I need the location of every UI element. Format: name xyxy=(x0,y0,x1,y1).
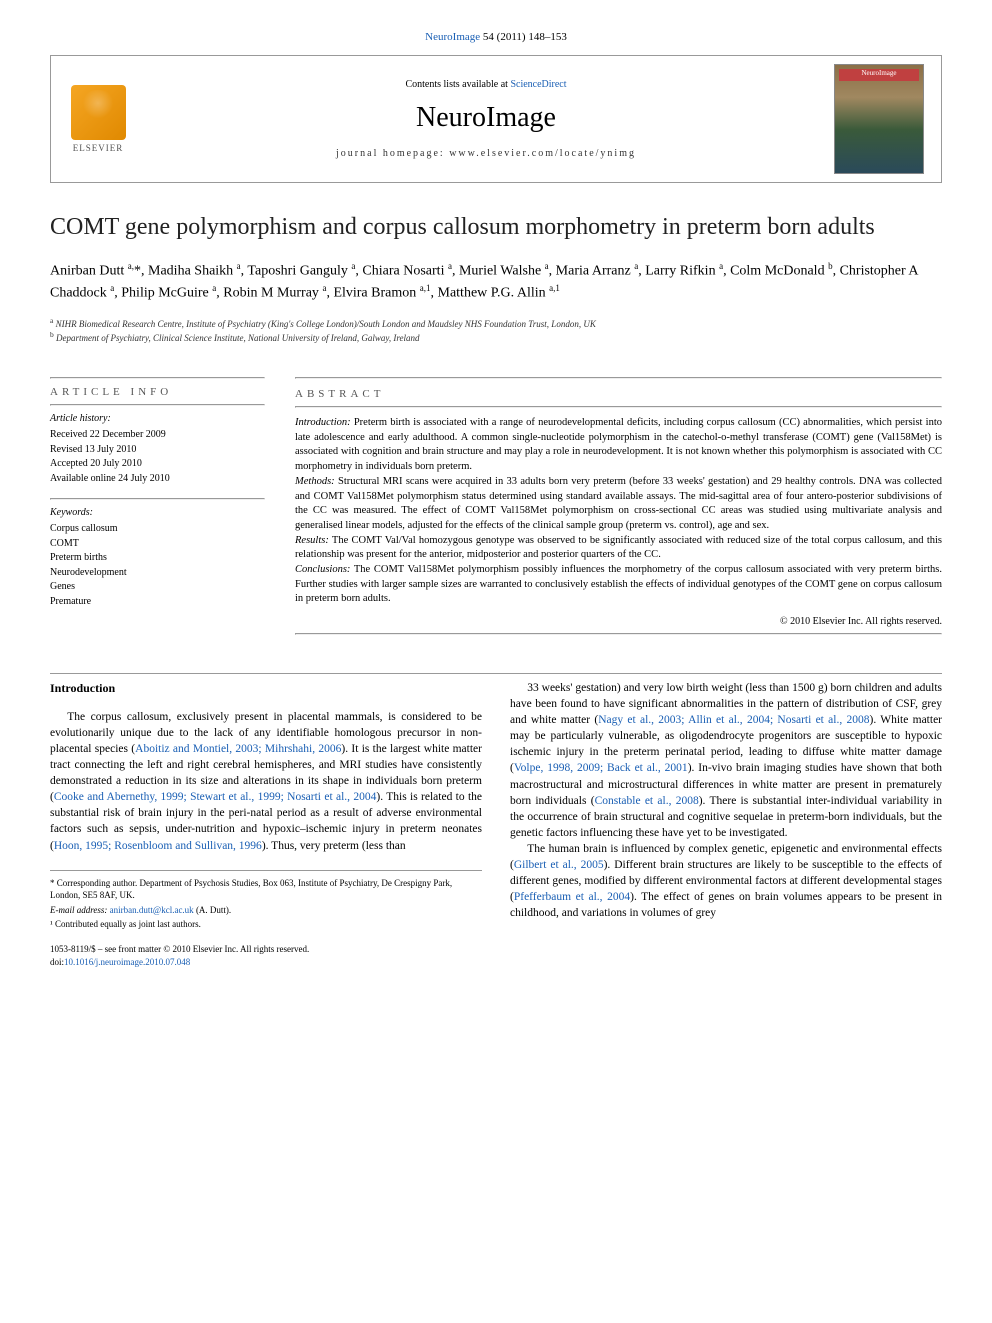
section-divider xyxy=(50,673,942,674)
abstract-body: Introduction: Preterm birth is associate… xyxy=(295,416,942,607)
email-line: E-mail address: anirban.dutt@kcl.ac.uk (… xyxy=(50,904,482,917)
keyword-line: Genes xyxy=(50,580,265,595)
email-label: E-mail address: xyxy=(50,905,107,915)
elsevier-logo[interactable]: ELSEVIER xyxy=(63,82,133,157)
cover-thumbnail-area: NeuroImage xyxy=(834,64,929,174)
abstract-column: ABSTRACT Introduction: Preterm birth is … xyxy=(295,373,942,643)
sciencedirect-link[interactable]: ScienceDirect xyxy=(510,79,566,90)
journal-ref-citation: 54 (2011) 148–153 xyxy=(483,31,567,43)
abstract-section: Conclusions: The COMT Val158Met polymorp… xyxy=(295,564,942,604)
citation-link[interactable]: Pfefferbaum et al., 2004 xyxy=(514,891,630,903)
keywords-block: Keywords: Corpus callosumCOMTPreterm bir… xyxy=(50,506,265,609)
abstract-heading: ABSTRACT xyxy=(295,387,942,402)
affiliation-line: a NIHR Biomedical Research Centre, Insti… xyxy=(50,316,942,331)
p1-text4: ). Thus, very preterm (less than xyxy=(262,840,406,852)
journal-homepage: journal homepage: www.elsevier.com/locat… xyxy=(138,147,834,161)
article-body: Introduction The corpus callosum, exclus… xyxy=(50,680,942,968)
footer-meta: 1053-8119/$ – see front matter © 2010 El… xyxy=(50,943,482,968)
joint-last-authors-note: ¹ Contributed equally as joint last auth… xyxy=(50,918,482,931)
info-abstract-row: ARTICLE INFO Article history: Received 2… xyxy=(50,363,942,643)
author-list: Anirban Dutt a,*, Madiha Shaikh a, Tapos… xyxy=(50,260,942,303)
keyword-line: Premature xyxy=(50,595,265,610)
elsevier-tree-icon xyxy=(71,85,126,140)
keywords-label: Keywords: xyxy=(50,506,265,520)
citation-link[interactable]: Gilbert et al., 2005 xyxy=(514,859,604,871)
doi-line: doi:10.1016/j.neuroimage.2010.07.048 xyxy=(50,956,482,969)
article-info-heading: ARTICLE INFO xyxy=(50,385,265,400)
abstract-copyright: © 2010 Elsevier Inc. All rights reserved… xyxy=(295,615,942,629)
doi-link[interactable]: 10.1016/j.neuroimage.2010.07.048 xyxy=(64,957,190,967)
email-suffix: (A. Dutt). xyxy=(196,905,231,915)
intro-paragraph-3: The human brain is influenced by complex… xyxy=(510,841,942,921)
journal-reference: NeuroImage 54 (2011) 148–153 xyxy=(50,30,942,45)
abstract-section: Introduction: Preterm birth is associate… xyxy=(295,417,942,472)
citation-link[interactable]: Constable et al., 2008 xyxy=(595,795,699,807)
citation-link[interactable]: Cooke and Abernethy, 1999; Stewart et al… xyxy=(54,791,377,803)
abstract-section: Methods: Structural MRI scans were acqui… xyxy=(295,476,942,531)
keyword-line: Preterm births xyxy=(50,551,265,566)
affiliation-line: b Department of Psychiatry, Clinical Sci… xyxy=(50,330,942,345)
citation-link[interactable]: Nagy et al., 2003; Allin et al., 2004; N… xyxy=(598,714,869,726)
cover-title: NeuroImage xyxy=(839,69,919,79)
introduction-heading: Introduction xyxy=(50,680,482,697)
journal-header-box: ELSEVIER Contents lists available at Sci… xyxy=(50,55,942,183)
header-center: Contents lists available at ScienceDirec… xyxy=(138,78,834,161)
citation-link[interactable]: Hoon, 1995; Rosenbloom and Sullivan, 199… xyxy=(54,840,262,852)
keyword-line: Corpus callosum xyxy=(50,522,265,537)
citation-link[interactable]: Volpe, 1998, 2009; Back et al., 2001 xyxy=(514,762,688,774)
keyword-line: Neurodevelopment xyxy=(50,566,265,581)
journal-ref-link[interactable]: NeuroImage xyxy=(425,31,480,43)
author-email-link[interactable]: anirban.dutt@kcl.ac.uk xyxy=(110,905,194,915)
intro-paragraph-1: The corpus callosum, exclusively present… xyxy=(50,709,482,854)
contents-prefix: Contents lists available at xyxy=(405,79,510,90)
publisher-name: ELSEVIER xyxy=(73,142,124,155)
article-info-sidebar: ARTICLE INFO Article history: Received 2… xyxy=(50,373,265,643)
contents-available-line: Contents lists available at ScienceDirec… xyxy=(138,78,834,92)
publisher-logo-area: ELSEVIER xyxy=(63,82,138,157)
article-history-block: Article history: Received 22 December 20… xyxy=(50,412,265,486)
article-title: COMT gene polymorphism and corpus callos… xyxy=(50,213,942,242)
footnotes: * Corresponding author. Department of Ps… xyxy=(50,870,482,931)
issn-line: 1053-8119/$ – see front matter © 2010 El… xyxy=(50,943,482,956)
history-line: Received 22 December 2009 xyxy=(50,428,265,443)
journal-cover-thumbnail[interactable]: NeuroImage xyxy=(834,64,924,174)
history-line: Available online 24 July 2010 xyxy=(50,472,265,487)
history-line: Revised 13 July 2010 xyxy=(50,443,265,458)
keyword-line: COMT xyxy=(50,537,265,552)
history-line: Accepted 20 July 2010 xyxy=(50,457,265,472)
intro-paragraph-2: 33 weeks' gestation) and very low birth … xyxy=(510,680,942,841)
citation-link[interactable]: Aboitiz and Montiel, 2003; Mihrshahi, 20… xyxy=(135,743,341,755)
doi-prefix: doi: xyxy=(50,957,64,967)
history-label: Article history: xyxy=(50,412,265,426)
abstract-section: Results: The COMT Val/Val homozygous gen… xyxy=(295,535,942,561)
affiliations: a NIHR Biomedical Research Centre, Insti… xyxy=(50,316,942,345)
journal-name: NeuroImage xyxy=(138,98,834,137)
corresponding-author-note: * Corresponding author. Department of Ps… xyxy=(50,877,482,902)
